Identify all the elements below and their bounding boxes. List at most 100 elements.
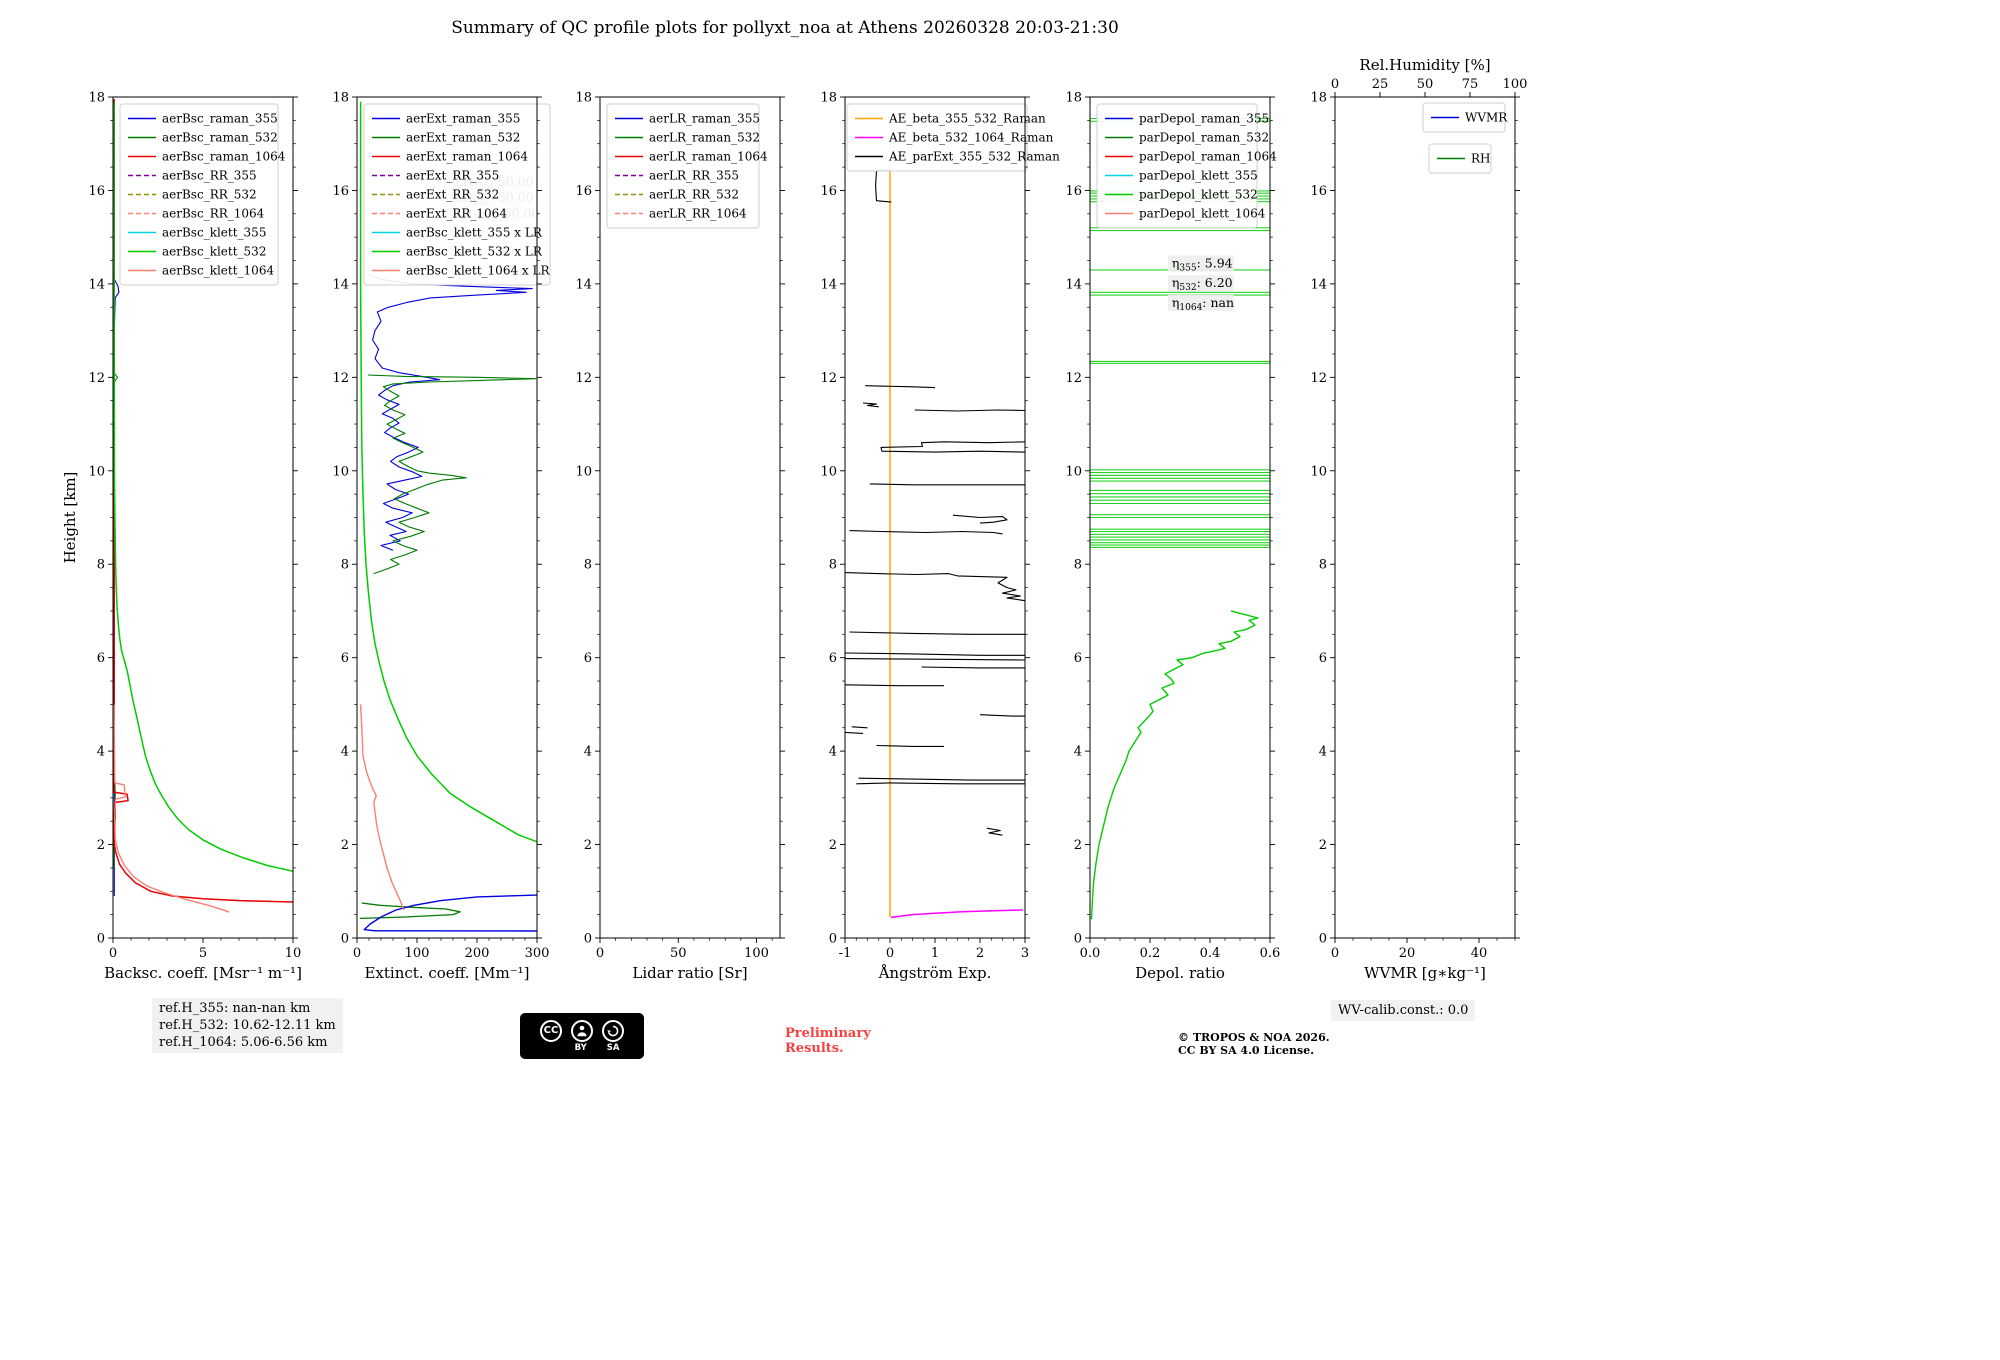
y-tick-label: 2 — [1319, 838, 1327, 853]
y-tick-label: 10 — [575, 464, 592, 479]
copyright-note: © TROPOS & NOA 2026. CC BY SA 4.0 Licens… — [1178, 1031, 1330, 1057]
y-tick-label: 0 — [1074, 932, 1082, 947]
annotation-bg — [1167, 255, 1234, 272]
series-AE_parExt_355_532_Raman — [875, 168, 892, 203]
series-AE_parExt_355_532_Raman — [845, 658, 1025, 661]
cc-license-badge: CC BY SA — [520, 1013, 644, 1059]
panel-wvmr: WVMR RH 0 2 4 6 8 10 12 14 16 18 0 20 40 WVMR [g∗kg⁻¹] 0… — [1310, 56, 1527, 982]
y-tick-label: 18 — [1065, 91, 1082, 106]
cc-share-alike-arrow-icon — [602, 1019, 624, 1042]
y-tick-label: 6 — [1319, 651, 1327, 666]
legend-label: aerExt_raman_532 — [406, 131, 520, 145]
cc-sa-label: SA — [606, 1042, 620, 1053]
series-AE_parExt_355_532_Raman — [952, 514, 1008, 524]
legend-label: aerBsc_klett_355 — [162, 226, 266, 240]
y-tick-label: 10 — [1310, 464, 1327, 479]
legend-box — [606, 103, 760, 229]
x-tick-label: 0.2 — [1140, 946, 1161, 961]
series-aerBsc_klett_1064 — [113, 704, 230, 913]
y-tick-label: 0 — [584, 932, 592, 947]
ref-h-355: ref.H_355: nan-nan km — [159, 1001, 311, 1016]
series-AE_parExt_355_532_Raman — [862, 402, 879, 408]
legend-label: aerLR_RR_355 — [649, 169, 739, 183]
y-tick-label: 8 — [341, 558, 349, 573]
y-tick-label: 0 — [341, 932, 349, 947]
legend-label: parDepol_raman_355 — [1139, 112, 1269, 126]
copyright-line1: © TROPOS & NOA 2026. — [1178, 1031, 1330, 1044]
wv-calib-note: WV-calib.const.: 0.0 — [1331, 1000, 1476, 1021]
x-tick-label: 100 — [744, 946, 769, 961]
series-parDepol_klett_532 — [1090, 610, 1259, 920]
series-AE_parExt_355_532_Raman — [979, 714, 1025, 717]
x-tick-label: -1 — [839, 946, 852, 961]
series-AE_beta_532_1064_Raman — [890, 909, 1023, 919]
x-tick-label: 0 — [596, 946, 604, 961]
series-AE_parExt_355_532_Raman — [845, 572, 1025, 602]
legend-label: RH — [1471, 152, 1491, 166]
series-AE_parExt_355_532_Raman — [880, 409, 1025, 453]
legend-label: parDepol_raman_532 — [1139, 131, 1269, 145]
y-tick-label: 6 — [97, 651, 105, 666]
y-tick-label: 18 — [88, 91, 105, 106]
legend-label: aerBsc_raman_355 — [162, 112, 278, 126]
panel-extinction: LR355: 50.00LR532: 50.00LR1064: 50.00aer… — [332, 91, 551, 982]
y-tick-label: 18 — [820, 91, 837, 106]
series-aerBsc_klett_532_xLR — [359, 101, 537, 843]
y-tick-label: 6 — [341, 651, 349, 666]
legend-label: parDepol_klett_355 — [1139, 169, 1258, 183]
y-tick-label: 16 — [575, 184, 592, 199]
legend-label: aerBsc_RR_355 — [162, 169, 257, 183]
series-AE_parExt_355_532_Raman — [856, 777, 1025, 785]
x-tick-label: 40 — [1471, 946, 1488, 961]
y-tick-label: 2 — [1074, 838, 1082, 853]
axis-frame — [1334, 96, 1516, 939]
y-tick-label: 16 — [1065, 184, 1082, 199]
x-tick-label: 0 — [886, 946, 894, 961]
y-tick-label: 2 — [584, 838, 592, 853]
annotation-text: η355: 5.94 — [1172, 256, 1233, 274]
y-tick-label: 4 — [341, 745, 349, 760]
legend-label: WVMR — [1465, 111, 1508, 125]
legend-label: aerLR_raman_1064 — [649, 150, 768, 164]
annotation-text: η532: 6.20 — [1172, 275, 1233, 293]
y-tick-label: 14 — [575, 277, 592, 292]
x-tick-label: 3 — [1021, 946, 1029, 961]
page-title: Summary of QC profile plots for pollyxt_… — [451, 18, 1119, 38]
series-aerBsc_klett_532 — [113, 101, 293, 873]
y-tick-label: 14 — [332, 277, 349, 292]
y-tick-label: 10 — [820, 464, 837, 479]
panel-backscatter: aerBsc_raman_355 aerBsc_raman_532 aerBsc_r… — [88, 91, 301, 983]
y-tick-label: 8 — [1074, 558, 1082, 573]
y-tick-label: 0 — [1319, 932, 1327, 947]
series-AE_parExt_355_532_Raman — [921, 666, 1025, 669]
legend-label: parDepol_raman_1064 — [1139, 150, 1277, 164]
preliminary-line1: Preliminary — [785, 1026, 871, 1041]
y-tick-label: 16 — [332, 184, 349, 199]
y-tick-label: 14 — [88, 277, 105, 292]
copyright-line2: CC BY SA 4.0 License. — [1178, 1044, 1315, 1057]
legend-label: aerBsc_klett_532 x LR — [406, 245, 543, 259]
series-layer — [113, 99, 293, 913]
y-tick-label: 0 — [97, 932, 105, 947]
series-aerBsc_klett_355_xLR — [363, 894, 537, 932]
legend-label: aerBsc_raman_532 — [162, 131, 278, 145]
y-tick-label: 6 — [829, 651, 837, 666]
y-tick-label: 8 — [1319, 558, 1327, 573]
y-tick-label: 2 — [341, 838, 349, 853]
legend-label: aerBsc_klett_1064 — [162, 264, 274, 278]
y-tick-label: 14 — [1065, 277, 1082, 292]
legend-box — [363, 103, 551, 286]
series-AE_parExt_355_532_Raman — [986, 827, 1003, 836]
x-tick-label: 0 — [353, 946, 361, 961]
x-tick-label: 300 — [525, 946, 550, 961]
legend-label: aerBsc_klett_355 x LR — [406, 226, 543, 240]
panel-lidar_ratio: aerLR_raman_355 aerLR_raman_532 aerLR_rama… — [575, 91, 785, 982]
y-tick-label: 12 — [88, 371, 105, 386]
annotation-text: η1064: nan — [1172, 295, 1234, 313]
legend-label: aerBsc_RR_532 — [162, 188, 257, 202]
cc-by-person-icon — [571, 1019, 593, 1042]
y-tick-label: 0 — [829, 932, 837, 947]
series-aerBsc_raman_1064 — [113, 99, 293, 903]
